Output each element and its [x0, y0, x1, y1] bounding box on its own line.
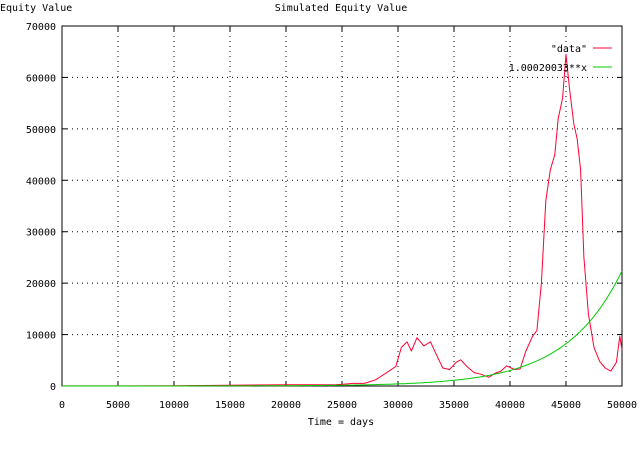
series-line-2	[62, 270, 623, 387]
x-tick-label: 50000	[607, 400, 637, 411]
x-tick-label: 30000	[383, 400, 413, 411]
y-axis-label: Equity Value	[0, 3, 72, 14]
plot-frame	[61, 25, 623, 387]
y-tick-label: 20000	[26, 279, 56, 290]
y-tick-label: 50000	[26, 125, 56, 136]
legend-label-1: "data"	[551, 44, 587, 55]
y-tick-label: 10000	[26, 331, 56, 342]
x-tick-label: 20000	[271, 400, 301, 411]
y-tick-label: 70000	[26, 22, 56, 33]
x-tick-label: 0	[59, 400, 65, 411]
legend: "data" 1.00020033**x	[509, 44, 612, 74]
legend-label-2: 1.00020033**x	[509, 63, 587, 74]
x-tick-label: 25000	[327, 400, 357, 411]
y-tick-label: 0	[50, 382, 56, 393]
x-tick-label: 5000	[106, 400, 130, 411]
x-tick-label: 35000	[439, 400, 469, 411]
axis-ticks: 0 5000 10000 15000 20000 25000 30000 35000 40000…	[26, 22, 637, 411]
x-tick-label: 10000	[159, 400, 189, 411]
y-tick-label: 60000	[26, 73, 56, 84]
x-tick-label: 40000	[495, 400, 525, 411]
grid-lines	[62, 26, 622, 386]
y-tick-label: 40000	[26, 176, 56, 187]
series-group	[62, 53, 623, 387]
x-tick-label: 15000	[215, 400, 245, 411]
x-axis-label: Time = days	[308, 417, 374, 428]
x-tick-label: 45000	[551, 400, 581, 411]
y-tick-label: 30000	[26, 228, 56, 239]
chart-title: Simulated Equity Value	[275, 3, 407, 14]
